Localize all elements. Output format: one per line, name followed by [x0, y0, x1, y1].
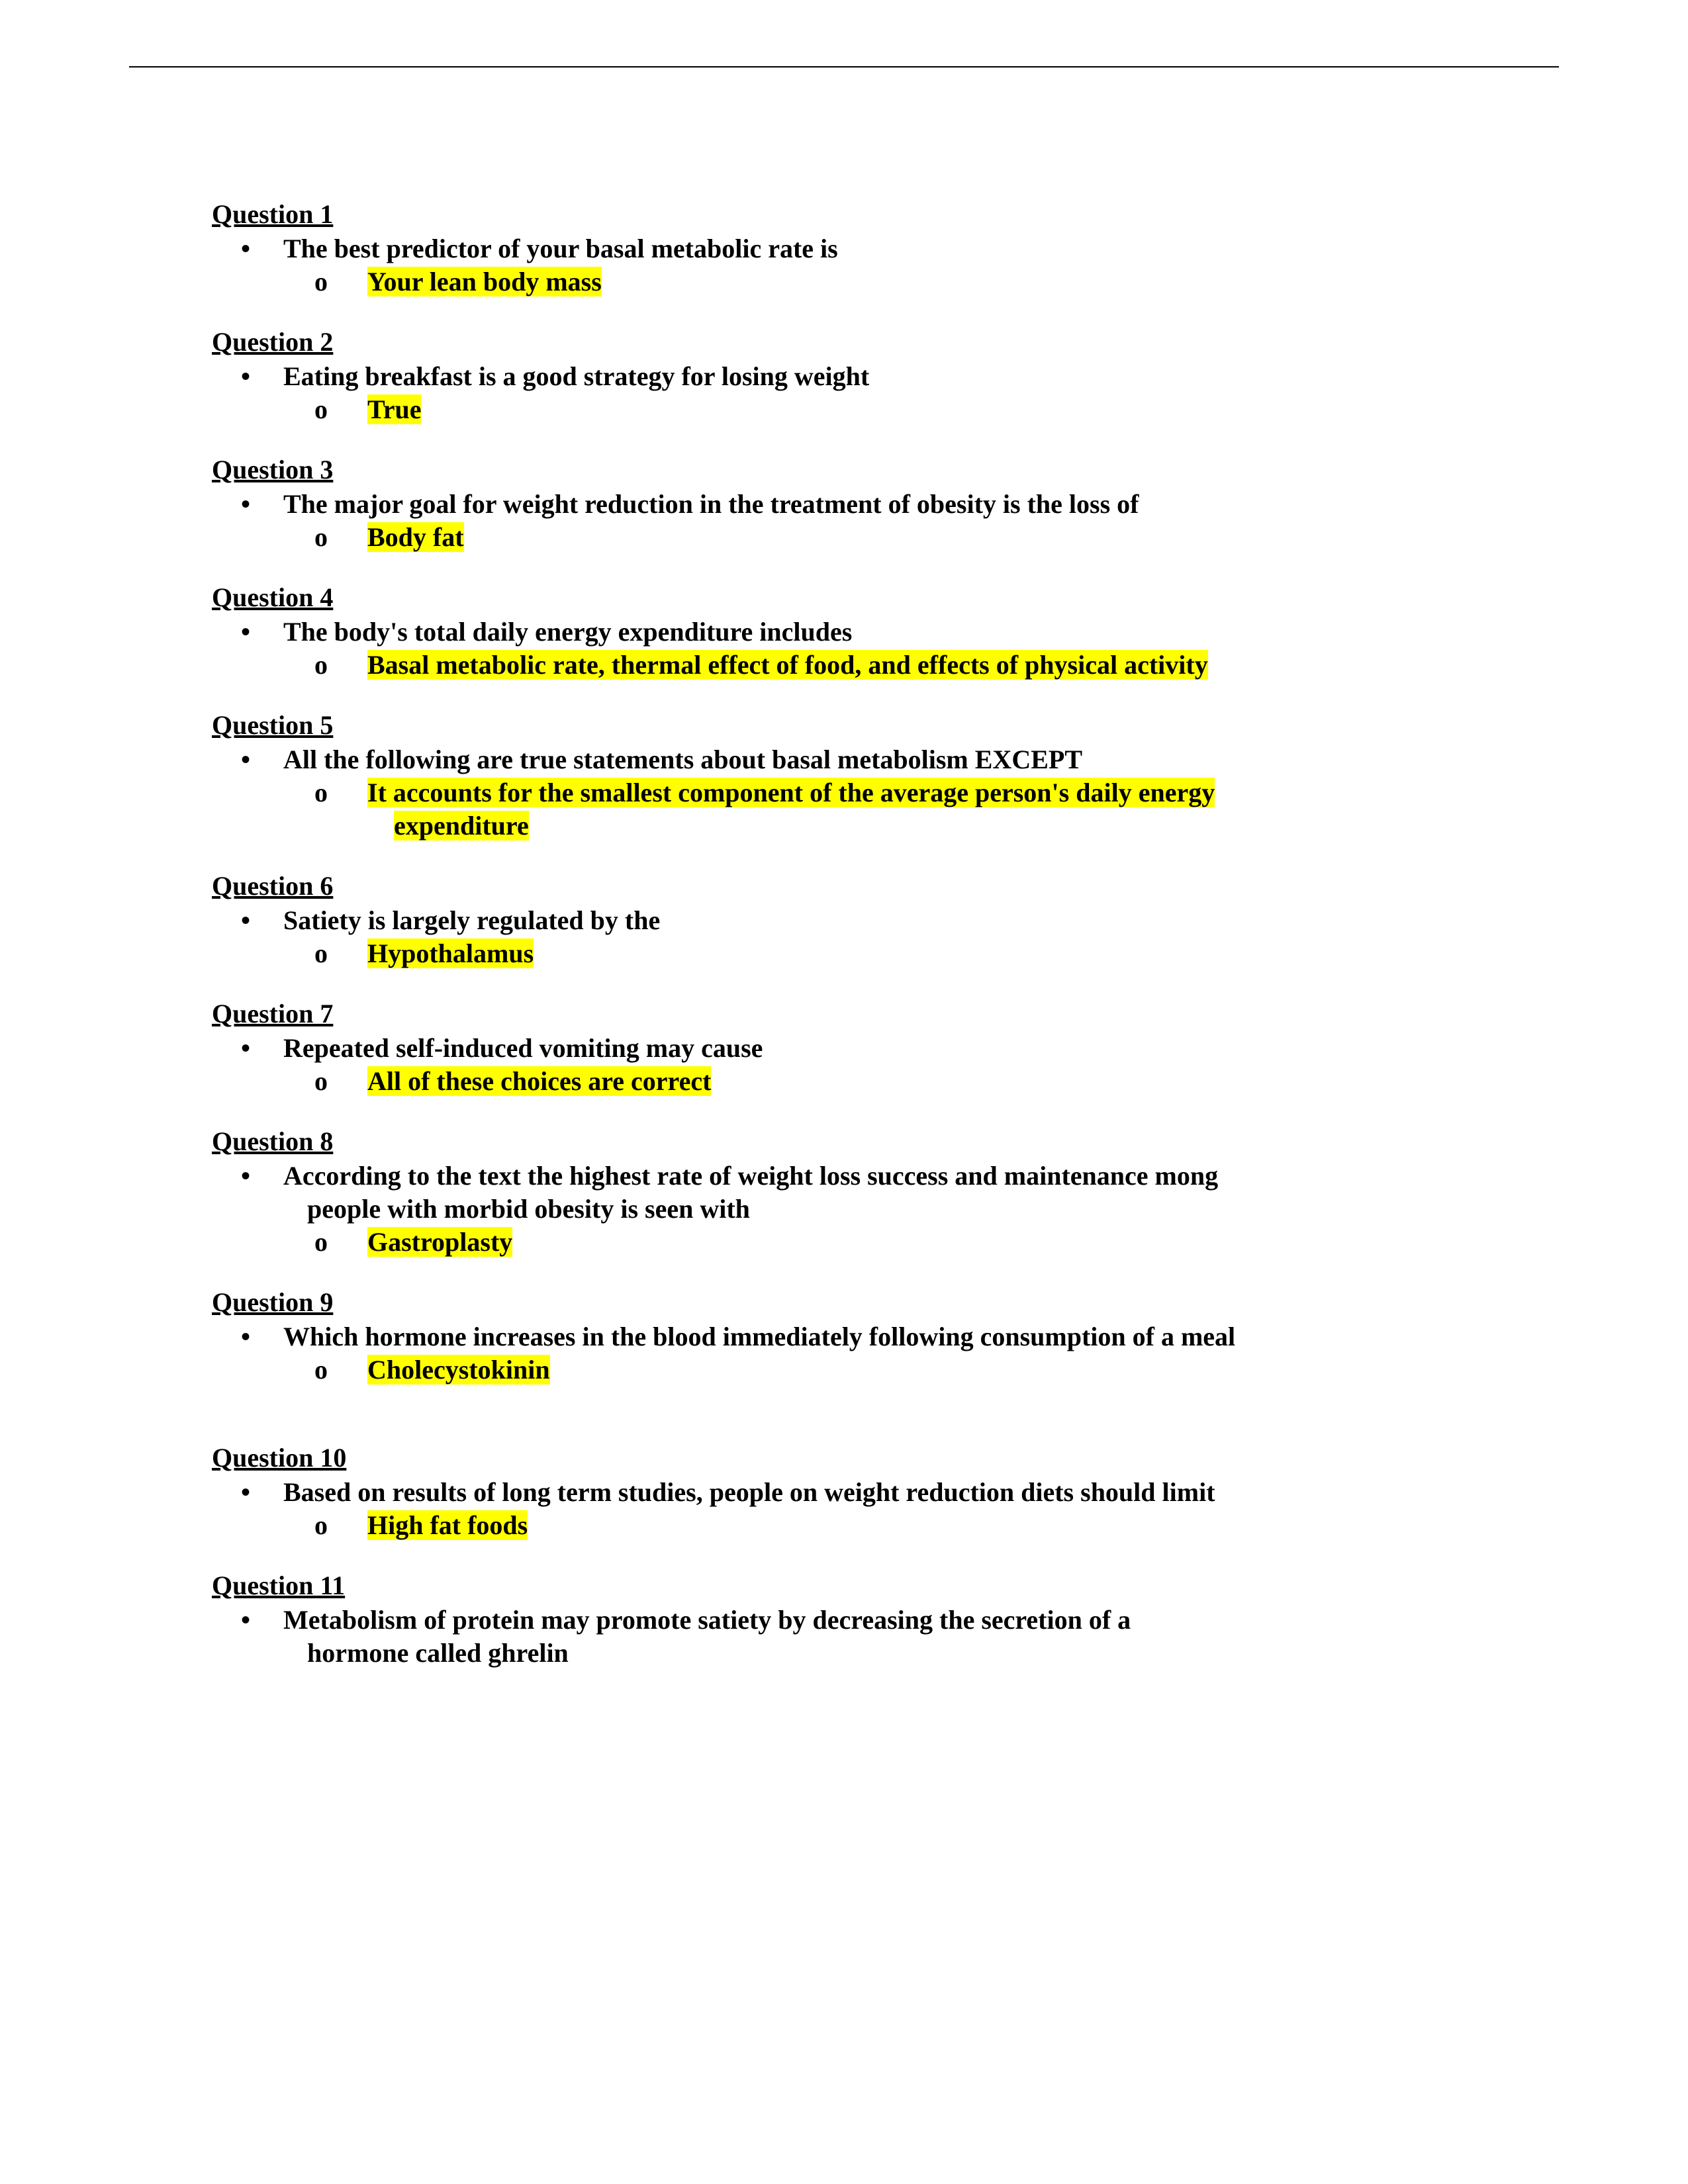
answer-text-cont: expenditure: [394, 811, 529, 841]
document-content: Question 1 •The best predictor of your b…: [212, 199, 1476, 1698]
sub-bullet-icon: o: [341, 937, 367, 970]
question-text: •Which hormone increases in the blood im…: [283, 1320, 1476, 1353]
question-block: Question 6 •Satiety is largely regulated…: [212, 870, 1476, 970]
question-text: •Satiety is largely regulated by the: [283, 904, 1476, 937]
bullet-icon: •: [262, 615, 283, 649]
question-text-content: Metabolism of protein may promote satiet…: [283, 1605, 1131, 1635]
question-text-content: All the following are true statements ab…: [283, 745, 1082, 774]
question-text-content: Which hormone increases in the blood imm…: [283, 1322, 1235, 1351]
sub-bullet-icon: o: [341, 776, 367, 809]
sub-bullet-icon: o: [341, 521, 367, 554]
question-text-content: The body's total daily energy expenditur…: [283, 617, 852, 647]
answer-text: Your lean body mass: [367, 267, 602, 296]
bullet-icon: •: [262, 1320, 283, 1353]
answer-text: All of these choices are correct: [367, 1066, 711, 1096]
bullet-icon: •: [262, 1032, 283, 1065]
question-text-content: According to the text the highest rate o…: [283, 1161, 1218, 1191]
question-text-continuation: hormone called ghrelin: [307, 1637, 1476, 1670]
answer-line: oCholecystokinin: [367, 1353, 1476, 1387]
answer-text: It accounts for the smallest component o…: [367, 778, 1215, 807]
bullet-icon: •: [262, 488, 283, 521]
question-text: •According to the text the highest rate …: [283, 1160, 1476, 1193]
question-text: •Metabolism of protein may promote satie…: [283, 1604, 1476, 1637]
bullet-icon: •: [262, 743, 283, 776]
question-block: Question 11 •Metabolism of protein may p…: [212, 1570, 1476, 1670]
question-block: Question 1 •The best predictor of your b…: [212, 199, 1476, 298]
sub-bullet-icon: o: [341, 1353, 367, 1387]
bullet-icon: •: [262, 232, 283, 265]
question-block: Question 2 •Eating breakfast is a good s…: [212, 326, 1476, 426]
question-text-content: Eating breakfast is a good strategy for …: [283, 361, 869, 391]
question-title: Question 5: [212, 709, 1476, 741]
answer-line: oHypothalamus: [367, 937, 1476, 970]
answer-line: oYour lean body mass: [367, 265, 1476, 298]
question-text: •The best predictor of your basal metabo…: [283, 232, 1476, 265]
answer-text: Cholecystokinin: [367, 1355, 550, 1385]
bullet-icon: •: [262, 1604, 283, 1637]
question-title: Question 1: [212, 199, 1476, 230]
question-title: Question 6: [212, 870, 1476, 901]
question-block: Question 10 •Based on results of long te…: [212, 1442, 1476, 1542]
answer-text: Body fat: [367, 522, 464, 552]
sub-bullet-icon: o: [341, 1509, 367, 1542]
question-text-continuation: people with morbid obesity is seen with: [307, 1193, 1476, 1226]
answer-line: oTrue: [367, 393, 1476, 426]
question-block: Question 5 •All the following are true s…: [212, 709, 1476, 842]
bullet-icon: •: [262, 1160, 283, 1193]
question-title: Question 2: [212, 326, 1476, 357]
answer-text: Basal metabolic rate, thermal effect of …: [367, 650, 1208, 680]
question-title: Question 7: [212, 998, 1476, 1029]
sub-bullet-icon: o: [341, 1065, 367, 1098]
answer-line: oBody fat: [367, 521, 1476, 554]
question-title: Question 3: [212, 454, 1476, 485]
question-text: •Repeated self-induced vomiting may caus…: [283, 1032, 1476, 1065]
question-title: Question 8: [212, 1126, 1476, 1157]
question-text-content: The best predictor of your basal metabol…: [283, 234, 838, 263]
question-text-content: The major goal for weight reduction in t…: [283, 489, 1139, 519]
question-title: Question 11: [212, 1570, 1476, 1601]
bullet-icon: •: [262, 904, 283, 937]
answer-line: oGastroplasty: [367, 1226, 1476, 1259]
sub-bullet-icon: o: [341, 393, 367, 426]
answer-text: High fat foods: [367, 1510, 528, 1540]
question-text-content: Satiety is largely regulated by the: [283, 905, 660, 935]
spacer: [212, 1414, 1476, 1442]
answer-text: True: [367, 394, 421, 424]
answer-line: oHigh fat foods: [367, 1509, 1476, 1542]
sub-bullet-icon: o: [341, 1226, 367, 1259]
sub-bullet-icon: o: [341, 649, 367, 682]
answer-text: Gastroplasty: [367, 1227, 512, 1257]
question-text-content: Based on results of long term studies, p…: [283, 1477, 1215, 1507]
question-text: •Based on results of long term studies, …: [283, 1476, 1476, 1509]
answer-line: oIt accounts for the smallest component …: [367, 776, 1476, 809]
question-text: •All the following are true statements a…: [283, 743, 1476, 776]
answer-line: oBasal metabolic rate, thermal effect of…: [367, 649, 1476, 682]
question-text: •The body's total daily energy expenditu…: [283, 615, 1476, 649]
question-block: Question 9 •Which hormone increases in t…: [212, 1287, 1476, 1387]
question-title: Question 10: [212, 1442, 1476, 1473]
bullet-icon: •: [262, 360, 283, 393]
question-block: Question 4 •The body's total daily energ…: [212, 582, 1476, 682]
question-block: Question 7 •Repeated self-induced vomiti…: [212, 998, 1476, 1098]
question-block: Question 3 •The major goal for weight re…: [212, 454, 1476, 554]
question-title: Question 9: [212, 1287, 1476, 1318]
question-block: Question 8 •According to the text the hi…: [212, 1126, 1476, 1259]
answer-text: Hypothalamus: [367, 938, 534, 968]
answer-line: oAll of these choices are correct: [367, 1065, 1476, 1098]
question-text: •Eating breakfast is a good strategy for…: [283, 360, 1476, 393]
question-title: Question 4: [212, 582, 1476, 613]
sub-bullet-icon: o: [341, 265, 367, 298]
page-top-border: [129, 66, 1559, 68]
question-text: •The major goal for weight reduction in …: [283, 488, 1476, 521]
question-text-content: Repeated self-induced vomiting may cause: [283, 1033, 763, 1063]
bullet-icon: •: [262, 1476, 283, 1509]
answer-continuation: expenditure: [394, 809, 1476, 842]
